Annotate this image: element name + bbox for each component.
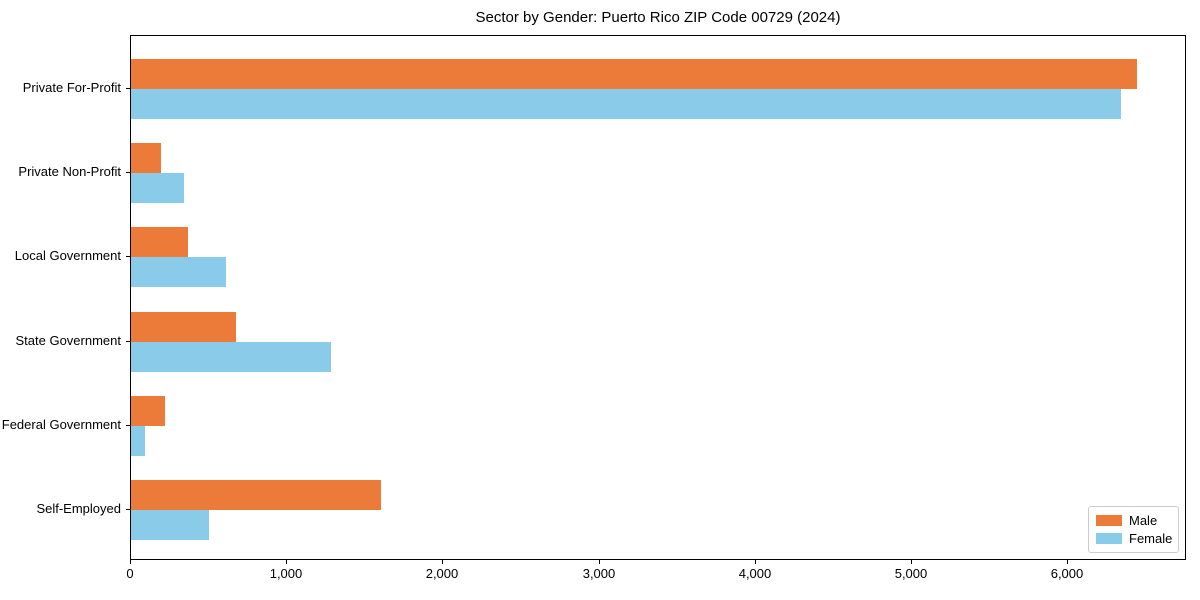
bar-female-local-government — [131, 257, 226, 288]
legend-swatch-female — [1096, 533, 1122, 544]
x-tick-mark — [599, 560, 600, 564]
y-tick-label-self-employed: Self-Employed — [36, 501, 121, 516]
x-tick-label-2000: 2,000 — [425, 566, 459, 581]
y-tick-label-state-government: State Government — [15, 332, 122, 348]
x-tick-label-5000: 5,000 — [894, 566, 928, 581]
bar-female-self-employed — [131, 510, 209, 540]
y-tick-mark — [126, 424, 130, 426]
y-tick-mark — [126, 256, 130, 258]
bar-male-self-employed — [131, 480, 381, 510]
x-tick-label-1000: 1,000 — [269, 566, 303, 581]
x-tick-label-3000: 3,000 — [582, 566, 616, 581]
bar-male-state-government — [131, 311, 236, 342]
y-tick-mark — [126, 340, 130, 342]
y-tick-mark — [126, 172, 130, 174]
legend: Male Female — [1088, 506, 1179, 553]
x-tick-mark — [1067, 560, 1068, 564]
y-tick-mark — [126, 88, 130, 89]
bar-male-private-non-profit — [131, 143, 161, 174]
y-tick-label-local-government: Local Government — [14, 248, 121, 264]
x-tick-mark — [442, 560, 443, 564]
x-tick-mark — [286, 560, 287, 564]
x-tick-mark — [755, 560, 756, 564]
bar-female-state-government — [131, 341, 331, 372]
y-tick-mark — [126, 509, 130, 510]
x-tick-mark — [911, 560, 912, 564]
plot-area — [130, 35, 1186, 560]
bar-female-federal-government — [131, 425, 145, 456]
y-tick-label-private-for-profit: Private For-Profit — [22, 80, 121, 95]
y-tick-label-federal-government: Federal Government — [1, 416, 121, 432]
y-tick-label-private-non-profit: Private Non-Profit — [18, 164, 121, 180]
legend-label: Male — [1129, 512, 1158, 528]
legend-item-male: Male — [1096, 512, 1171, 528]
legend-swatch-male — [1096, 515, 1122, 526]
legend-item-female: Female — [1096, 530, 1173, 546]
x-tick-label-0: 0 — [126, 566, 134, 581]
x-tick-label-4000: 4,000 — [738, 566, 772, 581]
x-tick-label-6000: 6,000 — [1050, 566, 1084, 581]
bar-female-private-for-profit — [131, 89, 1121, 119]
chart-title: Sector by Gender: Puerto Rico ZIP Code 0… — [475, 9, 841, 26]
bar-male-local-government — [131, 227, 188, 258]
bar-female-private-non-profit — [131, 173, 184, 204]
x-tick-mark — [130, 560, 131, 564]
bar-male-private-for-profit — [131, 59, 1137, 89]
bar-male-federal-government — [131, 395, 165, 426]
legend-label: Female — [1129, 530, 1173, 546]
